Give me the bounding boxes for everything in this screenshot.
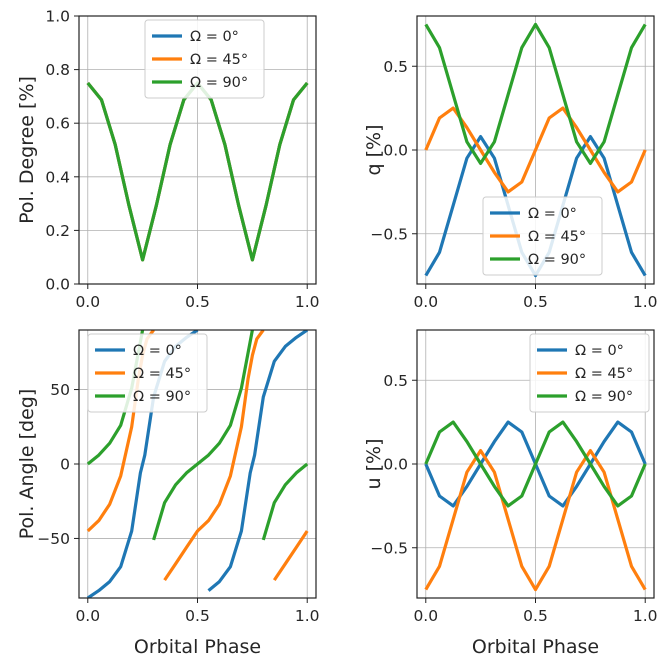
y-tick-label: 1.0 — [45, 8, 70, 26]
x-tick-label: 0.0 — [413, 293, 438, 311]
series-line-omega-0 — [424, 135, 647, 278]
legend-label: Ω = 45° — [190, 52, 248, 68]
x-axis-label: Orbital Phase — [134, 636, 261, 658]
x-tick-label: 1.0 — [633, 293, 658, 311]
series-line-omega-45 — [424, 449, 647, 592]
x-tick-label: 0.0 — [75, 293, 100, 311]
y-tick-label: 0.0 — [383, 456, 408, 474]
y-tick-label: −50 — [37, 530, 70, 548]
legend-label: Ω = 0° — [133, 343, 182, 359]
x-tick-label: 0.0 — [75, 607, 100, 625]
y-tick-label: 0 — [60, 456, 70, 474]
panel-u: 0.0 0.5 1.0 −0.5 0.0 0.5 u [%] Orbital Phase Ω =… — [363, 329, 658, 658]
y-tick-label: 0.5 — [383, 58, 408, 76]
x-tick-label: 0.5 — [185, 607, 210, 625]
legend-box — [144, 19, 265, 99]
legend: Ω = 0° Ω = 45° Ω = 90° — [87, 333, 208, 413]
y-axis-label: Pol. Degree [%] — [16, 76, 38, 224]
y-tick-label: −0.5 — [370, 539, 408, 557]
legend-box — [87, 333, 208, 413]
y-tick-label: 0.5 — [383, 372, 408, 390]
y-tick-label: 0.0 — [383, 142, 408, 160]
legend-label: Ω = 0° — [575, 343, 624, 359]
legend-label: Ω = 45° — [528, 229, 586, 245]
panel-pol-angle: 0.0 0.5 1.0 −50 0 50 Pol. Angle [deg] Orbital P… — [16, 329, 320, 658]
x-tick-label: 1.0 — [633, 607, 658, 625]
legend-label: Ω = 45° — [575, 366, 633, 382]
y-tick-label: 0.8 — [45, 61, 70, 79]
panel-pol-degree: 0.0 0.5 1.0 0.0 0.2 0.4 0.6 0.8 1.0 Pol. Degree [… — [16, 8, 320, 312]
legend-box — [529, 333, 650, 413]
y-axis-label: u [%] — [363, 439, 385, 490]
legend-box — [482, 196, 603, 276]
legend: Ω = 0° Ω = 45° Ω = 90° — [529, 333, 650, 413]
y-tick-label: −0.5 — [370, 225, 408, 243]
legend: Ω = 0° Ω = 45° Ω = 90° — [482, 196, 603, 276]
y-tick-label: 0.4 — [45, 168, 70, 186]
legend-label: Ω = 90° — [575, 389, 633, 405]
x-axis-label: Orbital Phase — [472, 636, 599, 658]
x-tick-label: 0.5 — [523, 293, 548, 311]
x-tick-label: 0.0 — [413, 607, 438, 625]
legend: Ω = 0° Ω = 45° Ω = 90° — [144, 19, 265, 99]
legend-label: Ω = 0° — [528, 206, 577, 222]
y-axis-label: Pol. Angle [deg] — [16, 389, 38, 540]
y-axis-label: q [%] — [363, 125, 385, 176]
y-tick-label: 0.2 — [45, 222, 70, 240]
legend-label: Ω = 90° — [133, 389, 191, 405]
y-tick-label: 50 — [50, 381, 70, 399]
y-tick-label: 0.0 — [45, 276, 70, 294]
series-line-omega-90 — [424, 420, 647, 508]
x-tick-label: 1.0 — [295, 607, 320, 625]
legend-label: Ω = 45° — [133, 366, 191, 382]
y-tick-label: 0.6 — [45, 115, 70, 133]
legend-label: Ω = 90° — [190, 75, 248, 91]
x-tick-label: 0.5 — [185, 293, 210, 311]
x-tick-label: 0.5 — [523, 607, 548, 625]
legend-label: Ω = 90° — [528, 252, 586, 268]
series-line-omega-90 — [424, 22, 647, 165]
x-tick-label: 1.0 — [295, 293, 320, 311]
panel-q: 0.0 0.5 1.0−0.50.00.5q [%]Ω = 0°Ω = 45°Ω =… — [363, 15, 658, 311]
legend-label: Ω = 0° — [190, 29, 239, 45]
